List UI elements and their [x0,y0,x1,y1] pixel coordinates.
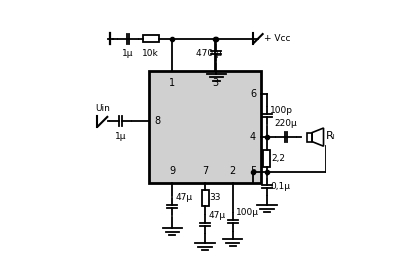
Text: 33: 33 [210,193,221,202]
Polygon shape [307,133,312,142]
Text: 4: 4 [250,132,256,142]
Text: 1µ: 1µ [115,132,126,141]
Text: 100µ: 100µ [236,208,259,217]
Text: 470 µ: 470 µ [196,49,222,58]
Bar [264,150,270,167]
Text: 220µ: 220µ [274,119,297,128]
Text: 5: 5 [250,166,256,176]
Text: Rₗ: Rₗ [326,131,336,141]
Text: 10k: 10k [142,49,159,58]
Text: 1µ: 1µ [122,49,134,58]
Text: 47µ: 47µ [175,193,192,202]
Text: 7: 7 [202,166,208,176]
Text: 47µ: 47µ [208,211,225,220]
Text: 3: 3 [212,78,218,88]
Text: 2,2: 2,2 [272,154,286,163]
Bar [142,35,159,42]
Text: 6: 6 [250,89,256,99]
Bar [202,189,208,206]
Text: 9: 9 [169,166,175,176]
Text: 2: 2 [230,166,236,176]
Text: Uin: Uin [95,104,110,113]
Text: 100p: 100p [270,106,293,115]
Text: + Vcc: + Vcc [264,34,291,43]
Text: 8: 8 [154,116,160,126]
Text: 1: 1 [169,78,175,88]
Bar [150,71,261,183]
Polygon shape [312,128,324,146]
Text: 0,1µ: 0,1µ [270,182,290,191]
